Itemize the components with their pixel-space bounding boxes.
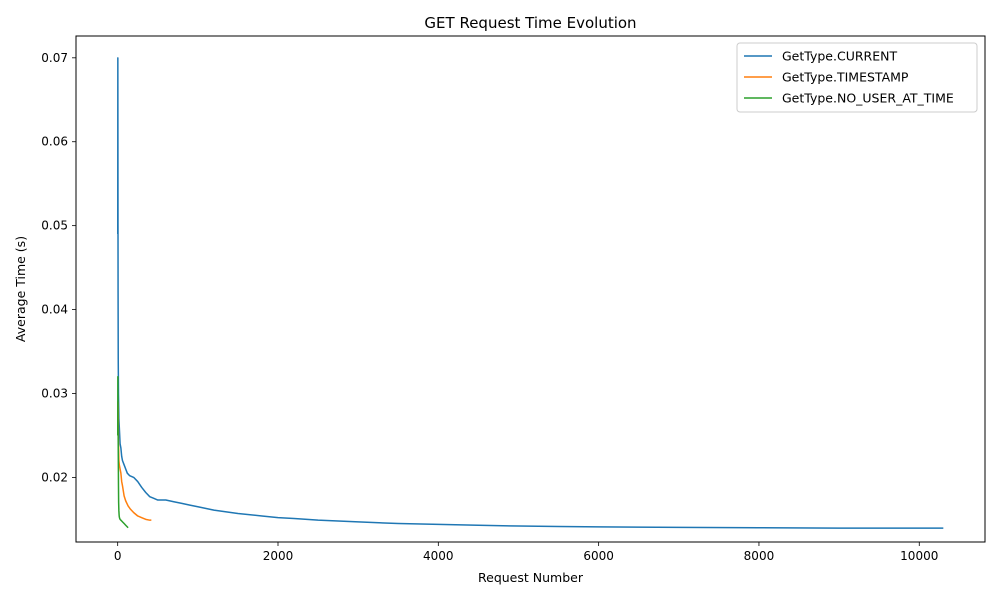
y-tick-label-0-07: 0.07	[41, 51, 68, 65]
x-tick-label-10000: 10000	[900, 549, 938, 563]
x-tick-label-2000: 2000	[263, 549, 294, 563]
series-line-gettype-no-user-at-time	[117, 375, 129, 529]
legend: GetType.CURRENT GetType.TIMESTAMP GetTyp…	[736, 42, 978, 113]
y-tick-label-0-04: 0.04	[41, 303, 68, 317]
y-tick-label-0-06: 0.06	[41, 135, 68, 149]
legend-box	[736, 42, 978, 113]
x-axis-label: Request Number	[478, 570, 584, 585]
y-tick-label-0-03: 0.03	[41, 386, 68, 400]
x-tick-label-4000: 4000	[423, 549, 454, 563]
y-tick-label-0-02: 0.02	[41, 470, 68, 484]
y-axis-label: Average Time (s)	[13, 236, 28, 342]
y-axis: 0.02 0.03 0.04 0.05 0.06 0.07	[41, 51, 76, 484]
series-lines-group	[117, 57, 944, 529]
series-line-gettype-current	[117, 57, 944, 529]
plot-frame	[75, 35, 986, 543]
legend-label-current: GetType.CURRENT	[782, 49, 897, 64]
chart-title: GET Request Time Evolution	[424, 14, 636, 32]
x-tick-label-8000: 8000	[744, 549, 775, 563]
x-axis: 0 2000 4000 6000 8000 10000	[114, 542, 938, 563]
y-tick-label-0-05: 0.05	[41, 219, 68, 233]
x-tick-label-0: 0	[114, 549, 122, 563]
legend-label-no-user-at-time: GetType.NO_USER_AT_TIME	[782, 91, 954, 106]
legend-label-timestamp: GetType.TIMESTAMP	[782, 70, 909, 85]
x-tick-label-6000: 6000	[583, 549, 614, 563]
